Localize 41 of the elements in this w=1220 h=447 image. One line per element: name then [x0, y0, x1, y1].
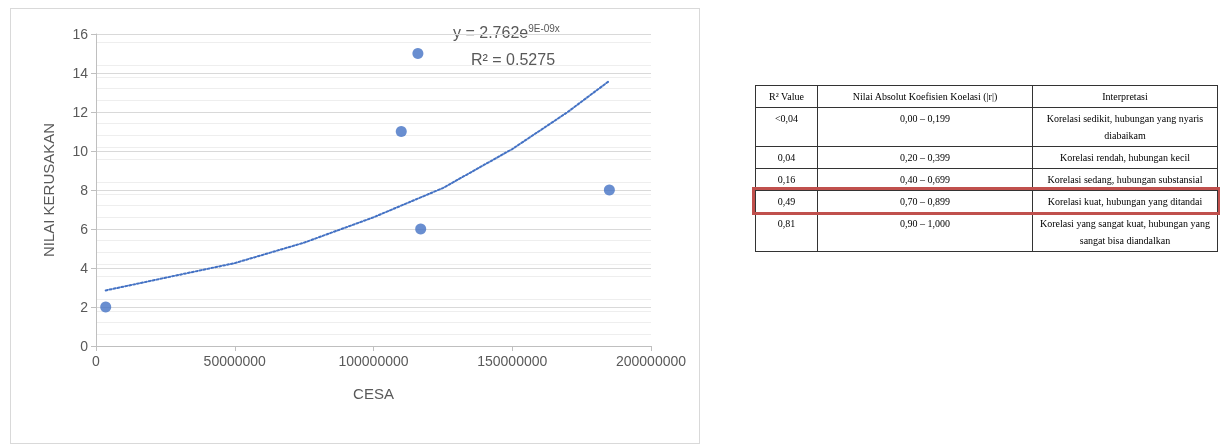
- text: R² Value: [755, 85, 818, 108]
- y-tick-label: 2: [80, 299, 89, 315]
- y-tick-label: 12: [72, 104, 89, 120]
- x-tick-label: 100000000: [338, 353, 409, 369]
- y-tick-label: 8: [80, 182, 89, 198]
- y-tick-label: 0: [80, 338, 89, 354]
- x-axis-title: CESA: [353, 385, 394, 402]
- text: 0,16: [755, 168, 818, 191]
- point: [603, 184, 615, 196]
- y-tick-label: 14: [72, 65, 89, 81]
- y-tick-label: 4: [80, 260, 89, 276]
- y-tick-label: 16: [72, 26, 89, 42]
- text: 0,00 – 0,199: [817, 107, 1033, 147]
- text: 0,49: [755, 190, 818, 213]
- text: 0,81: [755, 212, 818, 252]
- point: [395, 126, 407, 137]
- line-series: [104, 79, 611, 292]
- text: Korelasi yang sangat kuat, hubungan yang sangat bisa diandalkan: [1032, 212, 1218, 252]
- text: Nilai Absolut Koefisien Koelasi (|r|): [817, 85, 1033, 108]
- y-tick-label: 6: [80, 221, 89, 237]
- x-tick-label: 0: [92, 353, 101, 369]
- annotation: R² = 0.5275: [471, 50, 556, 68]
- text: 0,90 – 1,000: [817, 212, 1033, 252]
- y-axis-title: NILAI KERUSAKAN: [40, 122, 57, 258]
- point: [415, 223, 427, 235]
- x-tick-label: 50000000: [203, 353, 267, 369]
- point: [412, 48, 424, 59]
- text: Korelasi sedang, hubungan substansial: [1032, 168, 1218, 191]
- text: <0,04: [755, 107, 818, 147]
- point: [100, 301, 112, 313]
- y-tick-label: 10: [72, 143, 89, 159]
- text: Korelasi sedikit, hubungan yang nyaris diabaikam: [1032, 107, 1218, 147]
- text: Korelasi kuat, hubungan yang ditandai: [1032, 190, 1218, 213]
- text: 0,70 – 0,899: [817, 190, 1033, 213]
- x-tick-label: 200000000: [615, 353, 687, 369]
- text: 0,40 – 0,699: [817, 168, 1033, 191]
- text: 0,20 – 0,399: [817, 146, 1033, 169]
- text: 0,04: [755, 146, 818, 169]
- text: Interpretasi: [1032, 85, 1218, 108]
- x-tick-label: 150000000: [477, 353, 548, 369]
- text: Korelasi rendah, hubungan kecil: [1032, 146, 1218, 169]
